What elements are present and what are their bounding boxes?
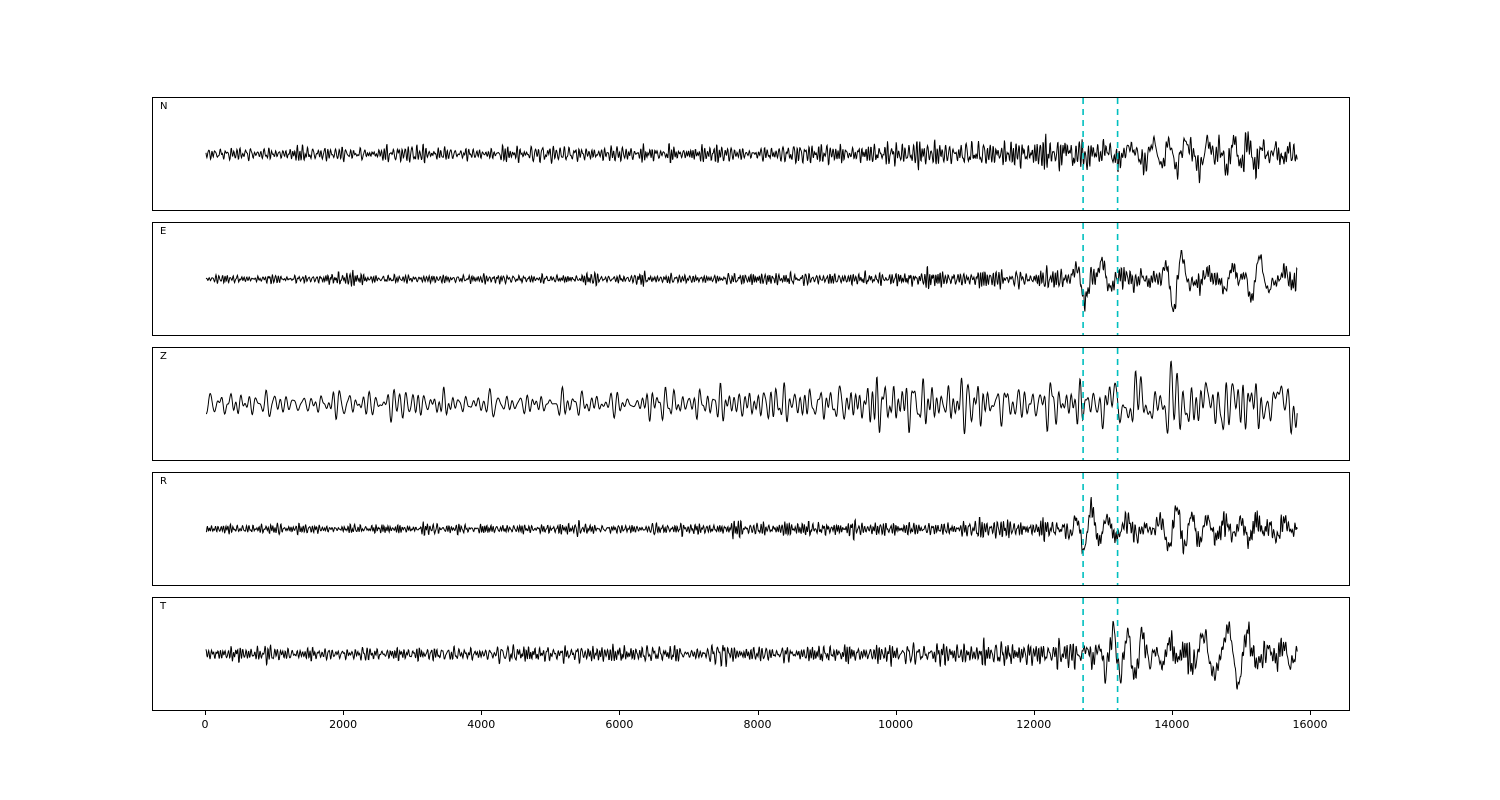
x-tick-label: 2000 bbox=[329, 718, 358, 731]
waveform-plot bbox=[205, 598, 1298, 710]
x-tick-label: 6000 bbox=[605, 718, 634, 731]
waveform-panel-E: E bbox=[152, 222, 1350, 336]
x-tick bbox=[619, 711, 621, 715]
waveform-panel-R: R bbox=[152, 472, 1350, 586]
channel-label: E bbox=[160, 226, 167, 237]
x-tick bbox=[481, 711, 483, 715]
x-axis: 0 2000 4000 6000 8000 10000 12000 14000 16000 bbox=[152, 711, 1350, 745]
channel-label: R bbox=[160, 476, 167, 487]
waveform-plot bbox=[205, 223, 1298, 335]
x-tick bbox=[343, 711, 345, 715]
x-tick bbox=[1033, 711, 1035, 715]
channel-label: Z bbox=[160, 351, 167, 362]
x-tick-label: 4000 bbox=[467, 718, 496, 731]
waveform-plot bbox=[206, 348, 1298, 460]
channel-label: T bbox=[160, 601, 167, 612]
x-tick-label: 0 bbox=[201, 718, 209, 731]
waveform-plot bbox=[205, 473, 1298, 585]
waveform-panel-Z: Z bbox=[152, 347, 1350, 461]
x-tick bbox=[895, 711, 897, 715]
waveform-trace bbox=[205, 131, 1298, 184]
waveform-plot bbox=[205, 98, 1298, 210]
x-tick-label: 16000 bbox=[1292, 718, 1328, 731]
x-tick-label: 14000 bbox=[1154, 718, 1190, 731]
waveform-panel-T: T bbox=[152, 597, 1350, 711]
x-tick bbox=[757, 711, 759, 715]
waveform-trace bbox=[205, 250, 1298, 313]
channel-label: N bbox=[160, 101, 168, 112]
x-tick bbox=[205, 711, 206, 715]
waveform-trace bbox=[206, 360, 1298, 436]
x-tick-label: 8000 bbox=[743, 718, 772, 731]
waveform-trace bbox=[205, 620, 1298, 690]
x-tick bbox=[1171, 711, 1173, 715]
x-tick bbox=[1310, 711, 1311, 715]
x-tick-label: 12000 bbox=[1016, 718, 1052, 731]
x-tick-label: 10000 bbox=[878, 718, 914, 731]
waveform-panel-N: N bbox=[152, 97, 1350, 211]
waveform-trace bbox=[205, 496, 1298, 556]
